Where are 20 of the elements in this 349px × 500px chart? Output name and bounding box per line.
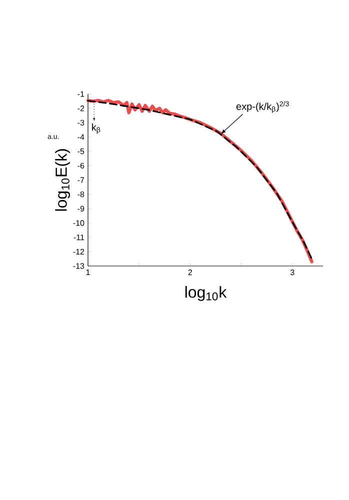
y-tick-label: -6 bbox=[78, 162, 84, 168]
y-tick-label: -7 bbox=[78, 177, 84, 183]
x-tick-label: 3 bbox=[290, 270, 294, 276]
annotation: exp-(k/k$_{β}$)$^{2/3}$ bbox=[236, 101, 289, 113]
y-tick-label: -12 bbox=[73, 248, 84, 254]
y-tick-label: -2 bbox=[78, 106, 84, 112]
x-axis-title: log$_{10}$k bbox=[185, 286, 227, 301]
y-tick-label: -9 bbox=[78, 206, 84, 212]
y-tick-label: -5 bbox=[78, 148, 84, 154]
annotation: k$_{β}$ bbox=[92, 123, 100, 134]
y-tick-label: -8 bbox=[78, 192, 84, 198]
y-tick-label: -10 bbox=[73, 220, 84, 226]
y-axis-title: log$_{10}$E(k) bbox=[55, 149, 70, 211]
y-tick-label: -13 bbox=[73, 263, 84, 269]
y-tick-label: -1 bbox=[78, 91, 84, 97]
x-tick-label: 1 bbox=[86, 270, 90, 276]
y-tick-label: -3 bbox=[78, 120, 84, 126]
y-tick-label: -4 bbox=[78, 134, 84, 140]
y-tick-label: -11 bbox=[74, 234, 84, 240]
x-tick-label: 2 bbox=[188, 270, 192, 276]
